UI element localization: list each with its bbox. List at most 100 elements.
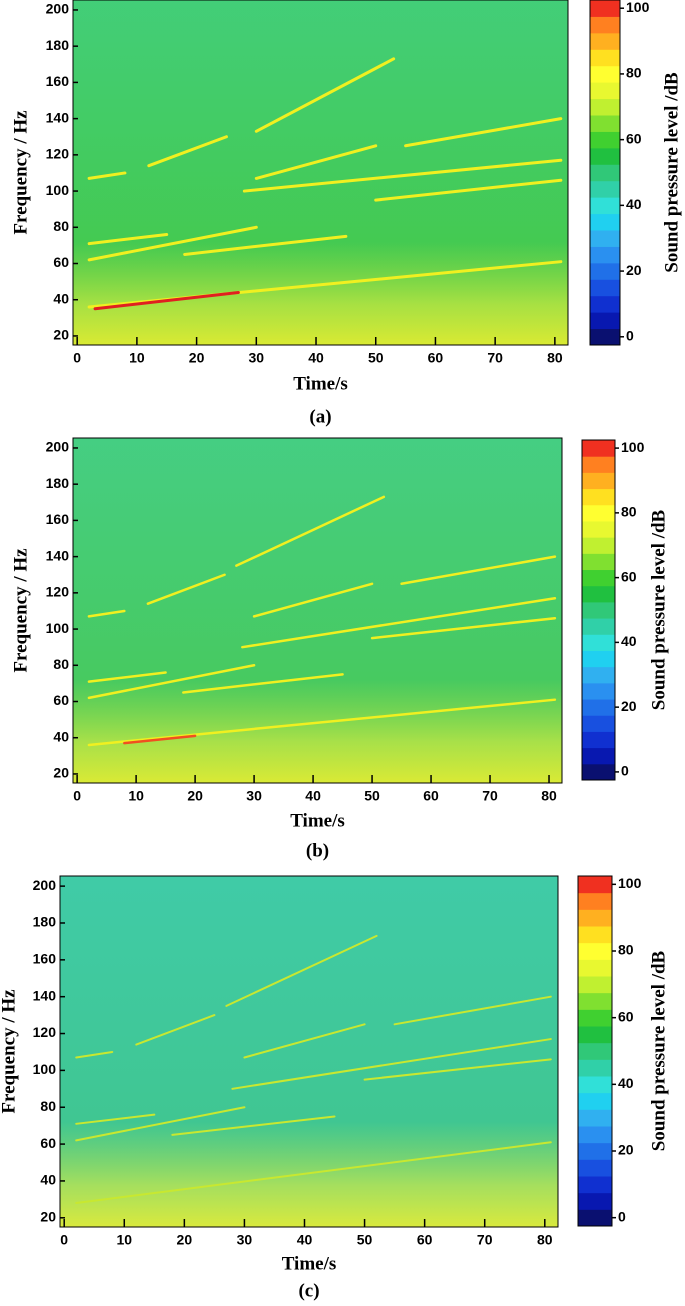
colorbar-band [590, 32, 620, 50]
panel-caption: (b) [306, 840, 329, 861]
colorbar-band [578, 959, 612, 977]
y-tick-label: 200 [46, 1, 70, 17]
colorbar-band [582, 440, 615, 457]
x-axis-label: Time/s [290, 810, 345, 831]
colorbar-band [582, 472, 615, 490]
x-tick-label: 20 [177, 1232, 193, 1248]
y-tick-label: 80 [53, 218, 69, 234]
x-tick-label: 30 [237, 1232, 253, 1248]
x-tick-label: 30 [249, 350, 265, 366]
colorbar-band [582, 634, 615, 651]
colorbar-band [582, 747, 615, 765]
harmonic-trace [171, 1115, 336, 1136]
colorbar-tick-label: 0 [618, 1208, 626, 1224]
harmonic-trace [93, 290, 240, 311]
colorbar-band [578, 876, 612, 894]
colorbar-band [590, 262, 620, 280]
y-tick-label: 100 [46, 182, 70, 198]
plot-frame [59, 875, 559, 1228]
y-tick-label: 80 [40, 1098, 56, 1114]
y-tick-label: 120 [46, 146, 70, 162]
y-tick-label: 60 [40, 1135, 56, 1151]
colorbar-tick-label: 20 [621, 698, 637, 714]
y-tick-label: 60 [53, 254, 69, 270]
colorbar-band [590, 312, 620, 330]
colorbar-band [582, 488, 615, 506]
texture [73, 438, 562, 783]
colorbar-band [590, 197, 620, 215]
panel-caption: (a) [309, 406, 331, 427]
harmonic-trace [370, 616, 557, 640]
harmonic-trace [87, 171, 127, 180]
harmonic-trace [75, 1141, 552, 1205]
x-tick-label: 0 [60, 1232, 68, 1248]
colorbar-band [578, 909, 612, 927]
harmonic-trace [146, 573, 226, 605]
colorbar-band [590, 279, 620, 297]
colorbar-tick-label: 100 [618, 875, 642, 891]
colorbar-tick-label: 60 [621, 568, 637, 584]
harmonic-trace [400, 555, 557, 586]
y-axis-label: Frequency / Hz [10, 548, 31, 673]
y-axis-label: Frequency / Hz [10, 110, 31, 235]
y-tick-label: 40 [40, 1172, 56, 1188]
colorbar-band [590, 65, 620, 83]
colorbar-band [578, 1042, 612, 1060]
x-tick-label: 10 [116, 1232, 132, 1248]
x-tick-label: 80 [541, 788, 557, 804]
harmonic-trace [135, 1014, 216, 1046]
harmonic-trace [182, 673, 344, 694]
y-tick-label: 20 [53, 327, 69, 343]
colorbar-band [590, 0, 620, 17]
colorbar-frame [589, 0, 621, 346]
y-tick-label: 180 [33, 914, 57, 930]
x-tick-label: 10 [129, 350, 145, 366]
x-tick-label: 80 [537, 1232, 553, 1248]
y-tick-label: 160 [46, 73, 70, 89]
harmonic-trace [235, 495, 386, 567]
harmonic-trace [231, 1038, 552, 1090]
y-axis-label: Frequency / Hz [0, 989, 19, 1114]
colorbar-label: Sound pressure level /dB [648, 950, 669, 1151]
colorbar-band [582, 601, 615, 619]
harmonic-trace [225, 934, 378, 1007]
x-tick-label: 0 [73, 350, 81, 366]
y-tick-label: 40 [53, 290, 69, 306]
y-tick-label: 20 [40, 1208, 56, 1224]
colorbar-tick-label: 40 [618, 1075, 634, 1091]
colorbar-band [582, 682, 615, 700]
colorbar-tick-label: 60 [626, 130, 642, 146]
x-tick-label: 0 [73, 788, 81, 804]
x-axis-label: Time/s [293, 373, 348, 394]
y-tick-label: 20 [53, 765, 69, 781]
harmonic-trace [87, 609, 126, 618]
x-tick-label: 80 [547, 350, 563, 366]
harmonic-trace [75, 1113, 156, 1125]
colorbar-tick-label: 20 [626, 262, 642, 278]
colorbar-band [578, 1176, 612, 1194]
x-tick-label: 50 [364, 788, 380, 804]
colorbar-band [578, 1009, 612, 1027]
y-tick-label: 120 [46, 584, 70, 600]
x-tick-label: 70 [477, 1232, 493, 1248]
colorbar-band [578, 892, 612, 910]
y-tick-label: 160 [33, 951, 57, 967]
harmonic-trace [87, 225, 258, 262]
colorbar-band [590, 164, 620, 182]
colorbar-band [582, 504, 615, 522]
colorbar-label: Sound pressure level /dB [648, 509, 669, 710]
colorbar-frame [581, 439, 616, 781]
colorbar-band [590, 213, 620, 231]
harmonic-trace [87, 698, 557, 747]
y-tick-label: 140 [46, 547, 70, 563]
colorbar-label: Sound pressure level /dB [661, 72, 682, 273]
x-tick-label: 70 [482, 788, 498, 804]
colorbar-band [578, 926, 612, 944]
colorbar-band [582, 731, 615, 749]
colorbar-band [590, 246, 620, 264]
y-tick-label: 160 [46, 511, 70, 527]
colorbar-tick-label: 40 [626, 196, 642, 212]
x-axis-label: Time/s [282, 1253, 337, 1274]
harmonic-trace [242, 158, 563, 193]
